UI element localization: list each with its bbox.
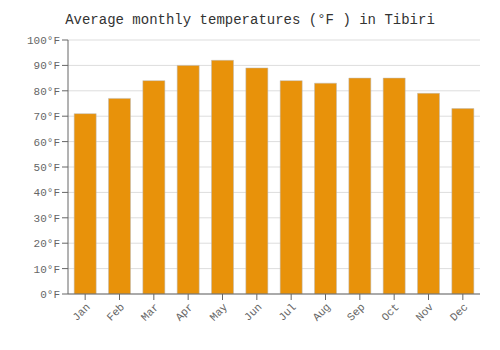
svg-text:Mar: Mar xyxy=(139,301,161,323)
svg-text:60°F: 60°F xyxy=(34,137,60,149)
svg-text:20°F: 20°F xyxy=(34,238,60,250)
svg-text:Oct: Oct xyxy=(379,301,401,323)
svg-text:90°F: 90°F xyxy=(34,60,60,72)
svg-text:10°F: 10°F xyxy=(34,264,60,276)
svg-text:Sep: Sep xyxy=(345,301,367,323)
svg-text:Jul: Jul xyxy=(276,301,298,323)
svg-text:Apr: Apr xyxy=(173,301,195,323)
svg-text:Feb: Feb xyxy=(105,301,127,323)
svg-text:0°F: 0°F xyxy=(40,289,60,301)
svg-text:40°F: 40°F xyxy=(34,187,60,199)
svg-text:Nov: Nov xyxy=(414,301,437,324)
svg-text:50°F: 50°F xyxy=(34,162,60,174)
svg-text:May: May xyxy=(208,301,231,324)
svg-text:100°F: 100°F xyxy=(27,35,60,47)
svg-text:Jan: Jan xyxy=(70,301,92,323)
svg-text:Aug: Aug xyxy=(311,301,333,323)
html-text:Average monthly temperatures (: Average monthly temperatures (°F ) in Ti… xyxy=(65,12,435,28)
svg-text:30°F: 30°F xyxy=(34,213,60,225)
svg-text:80°F: 80°F xyxy=(34,86,60,98)
svg-text:70°F: 70°F xyxy=(34,111,60,123)
svg-text:Jun: Jun xyxy=(242,301,264,323)
svg-text:Dec: Dec xyxy=(448,301,470,323)
